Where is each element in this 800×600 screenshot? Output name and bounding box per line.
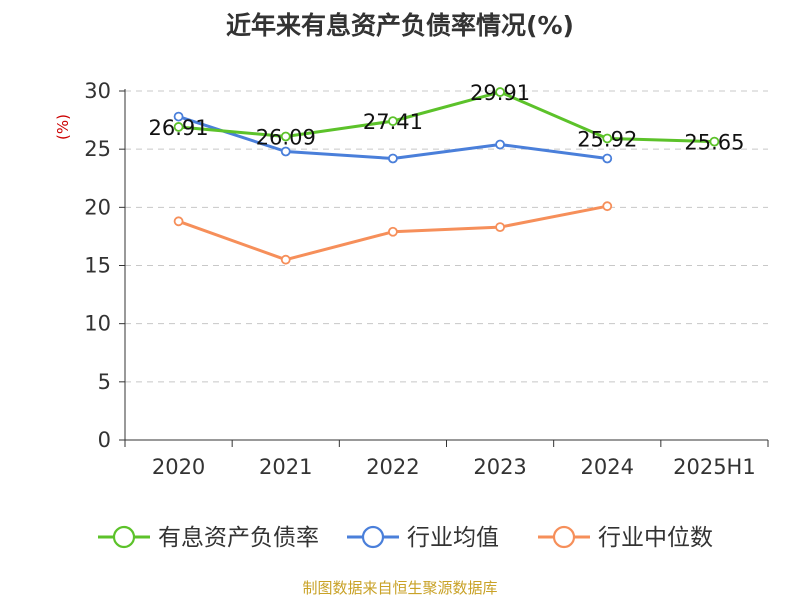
x-tick-label: 2023 xyxy=(473,455,526,479)
data-point xyxy=(173,122,184,132)
data-point xyxy=(602,133,613,144)
y-tick-label: 5 xyxy=(98,370,111,394)
data-label: 26.09 xyxy=(256,125,316,149)
x-tick-label: 2020 xyxy=(152,455,205,479)
data-label: 25.65 xyxy=(684,131,744,155)
legend-label: 有息资产负债率 xyxy=(158,525,319,551)
data-point xyxy=(173,216,184,227)
legend-marker xyxy=(552,525,576,549)
data-point xyxy=(388,226,398,237)
y-tick-label: 30 xyxy=(84,79,111,103)
data-point xyxy=(280,131,291,142)
y-tick-label: 20 xyxy=(84,195,111,219)
data-point xyxy=(388,116,398,127)
data-label: 29.91 xyxy=(470,81,530,105)
x-tick-label: 2025H1 xyxy=(673,455,756,479)
data-point xyxy=(495,87,505,97)
data-point xyxy=(602,201,613,212)
x-tick-label: 2022 xyxy=(366,455,419,479)
chart-title: 近年来有息资产负债率情况(%) xyxy=(226,11,574,40)
data-point xyxy=(280,254,291,265)
y-tick-label: 0 xyxy=(98,428,111,452)
data-point xyxy=(709,136,720,147)
legend-label: 行业中位数 xyxy=(598,525,713,551)
legend-marker xyxy=(112,525,136,549)
data-point xyxy=(495,139,505,150)
data-point xyxy=(602,153,613,164)
y-axis-label: (%) xyxy=(54,114,72,140)
x-tick-label: 2021 xyxy=(259,455,312,479)
legend-marker xyxy=(361,525,385,549)
x-tick-label: 2024 xyxy=(581,455,634,479)
data-point xyxy=(495,222,505,233)
series-line xyxy=(178,90,715,144)
data-label: 25.92 xyxy=(577,127,637,151)
source-note: 制图数据来自恒生聚源数据库 xyxy=(302,579,498,597)
data-point xyxy=(280,146,291,157)
data-label: 26.91 xyxy=(149,116,209,140)
data-point xyxy=(388,153,398,164)
data-point xyxy=(173,111,184,122)
legend-label: 行业均值 xyxy=(407,525,499,551)
y-tick-label: 15 xyxy=(84,254,111,278)
data-label: 27.41 xyxy=(363,110,423,134)
y-tick-label: 10 xyxy=(84,312,111,336)
y-tick-label: 25 xyxy=(84,137,111,161)
